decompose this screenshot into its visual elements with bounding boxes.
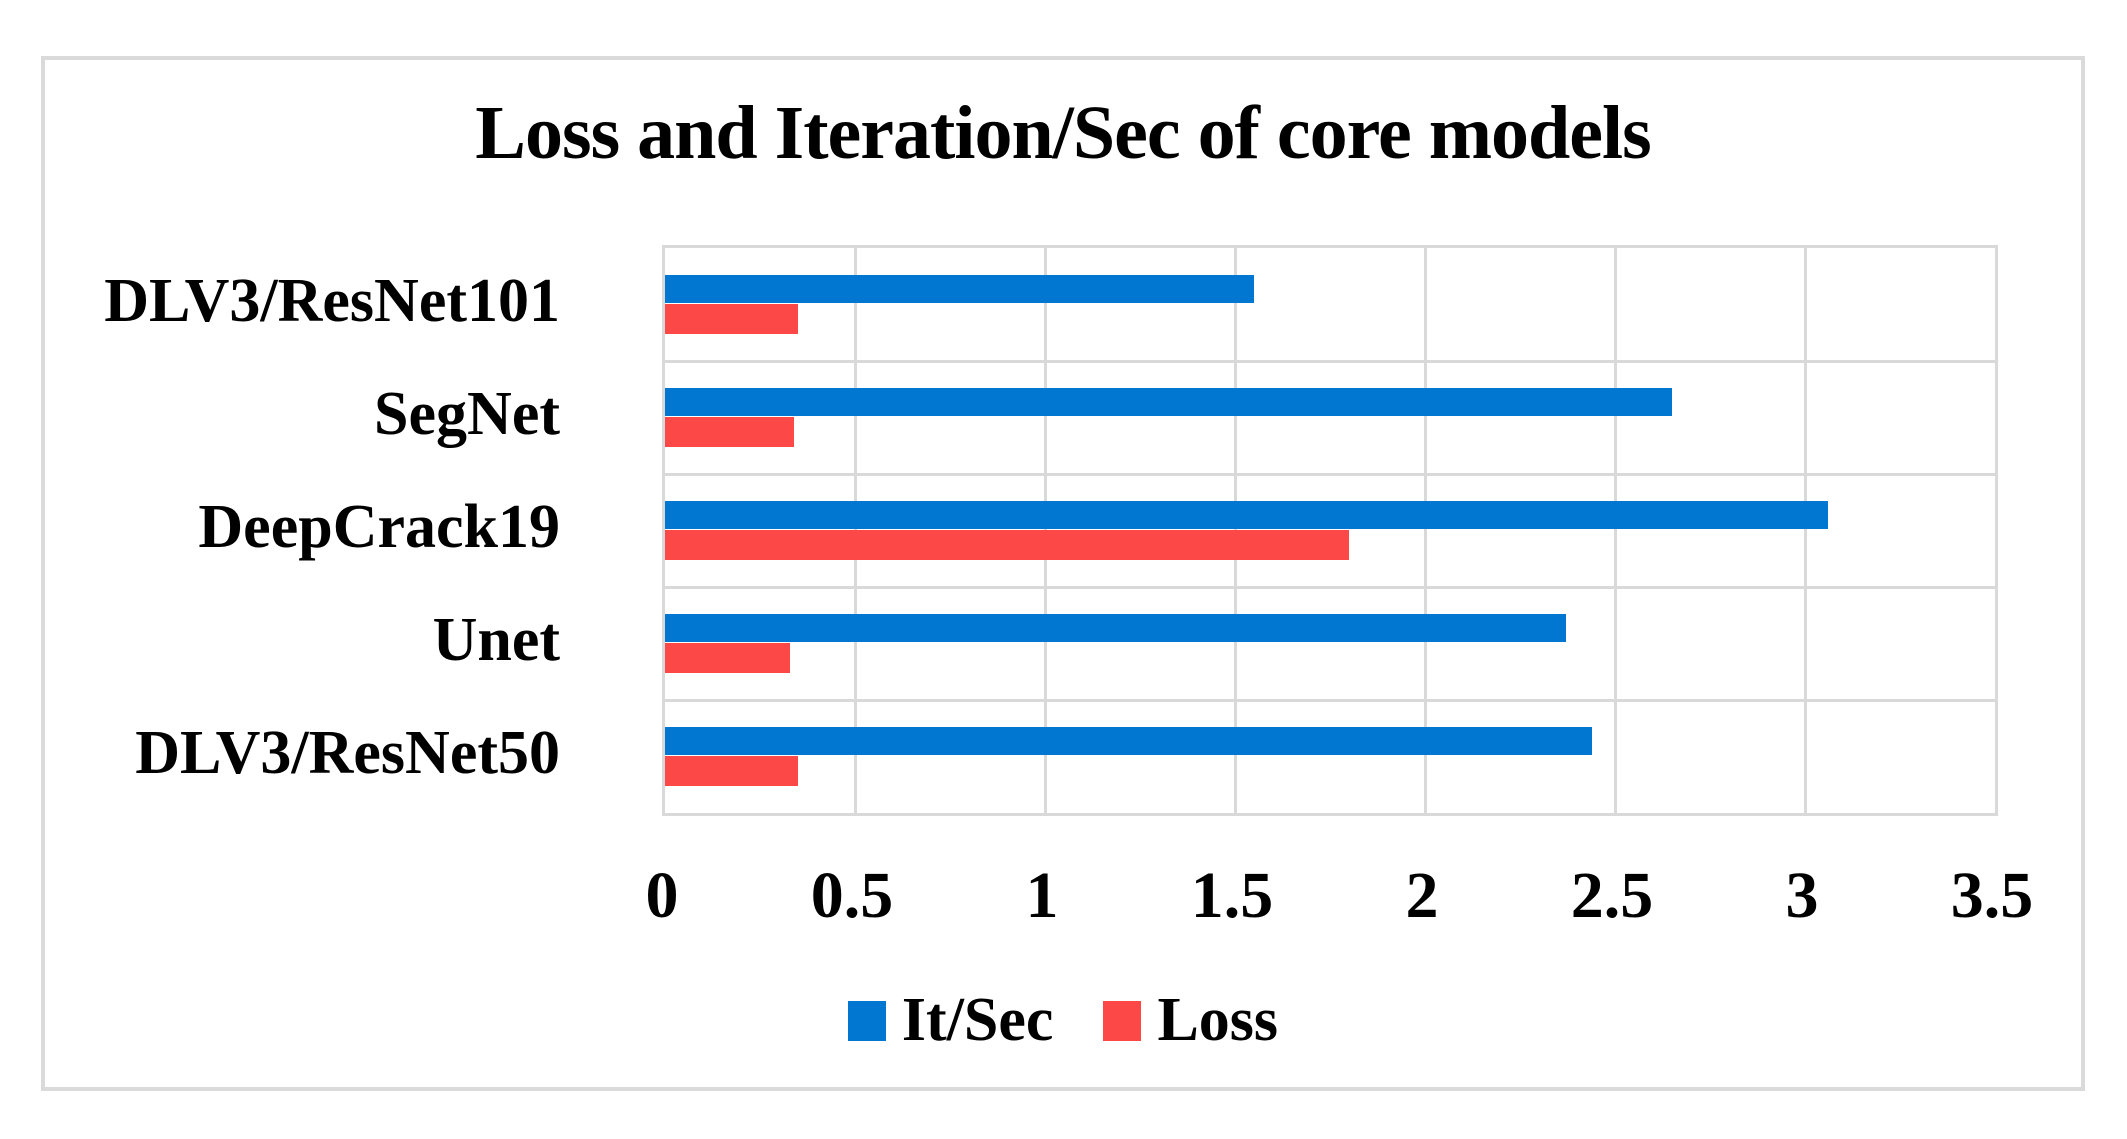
gridline-vertical — [1613, 248, 1617, 813]
plot-area — [662, 245, 1998, 816]
bar-itsec-unet — [665, 614, 1566, 642]
bar-itsec-dlv3-resnet101 — [665, 275, 1254, 303]
chart-frame: Loss and Iteration/Sec of core models DL… — [41, 56, 2085, 1091]
category-label-deepcrack19: DeepCrack19 — [198, 493, 560, 561]
x-tick-label-3: 3 — [1785, 859, 1819, 932]
x-tick-label-1-5: 1.5 — [1190, 859, 1274, 932]
legend-swatch-itsec — [847, 1000, 886, 1041]
bar-loss-unet — [665, 643, 791, 673]
x-tick-label-1: 1 — [1025, 859, 1059, 932]
x-tick-label-2-5: 2.5 — [1570, 859, 1654, 932]
gridline-horizontal — [665, 472, 1995, 476]
bar-loss-segnet — [665, 417, 795, 447]
gridline-vertical — [1423, 248, 1427, 813]
legend-label-itsec: It/Sec — [901, 986, 1054, 1054]
x-tick-label-0: 0 — [645, 859, 679, 932]
bar-itsec-segnet — [665, 388, 1672, 416]
bar-itsec-deepcrack19 — [665, 501, 1828, 529]
x-tick-label-0-5: 0.5 — [810, 859, 894, 932]
chart-title: Loss and Iteration/Sec of core models — [475, 91, 1651, 175]
gridline-vertical — [1803, 248, 1807, 813]
legend-item-loss: Loss — [1103, 985, 1278, 1056]
bar-loss-dlv3-resnet101 — [665, 304, 798, 334]
bar-loss-dlv3-resnet50 — [665, 756, 798, 786]
category-label-segnet: SegNet — [374, 380, 560, 448]
category-label-unet: Unet — [432, 606, 560, 674]
bar-itsec-dlv3-resnet50 — [665, 727, 1593, 755]
gridline-horizontal — [665, 585, 1995, 589]
legend: It/Sec Loss — [45, 985, 2081, 1056]
gridline-horizontal — [665, 698, 1995, 702]
x-tick-label-3-5: 3.5 — [1950, 859, 2034, 932]
gridline-horizontal — [665, 359, 1995, 363]
legend-label-loss: Loss — [1157, 986, 1279, 1054]
category-label-dlv3-resnet50: DLV3/ResNet50 — [135, 719, 560, 787]
bar-loss-deepcrack19 — [665, 530, 1349, 560]
category-label-dlv3-resnet101: DLV3/ResNet101 — [104, 267, 560, 335]
legend-swatch-loss — [1103, 1000, 1142, 1041]
x-tick-label-2: 2 — [1405, 859, 1439, 932]
legend-item-itsec: It/Sec — [847, 985, 1054, 1056]
